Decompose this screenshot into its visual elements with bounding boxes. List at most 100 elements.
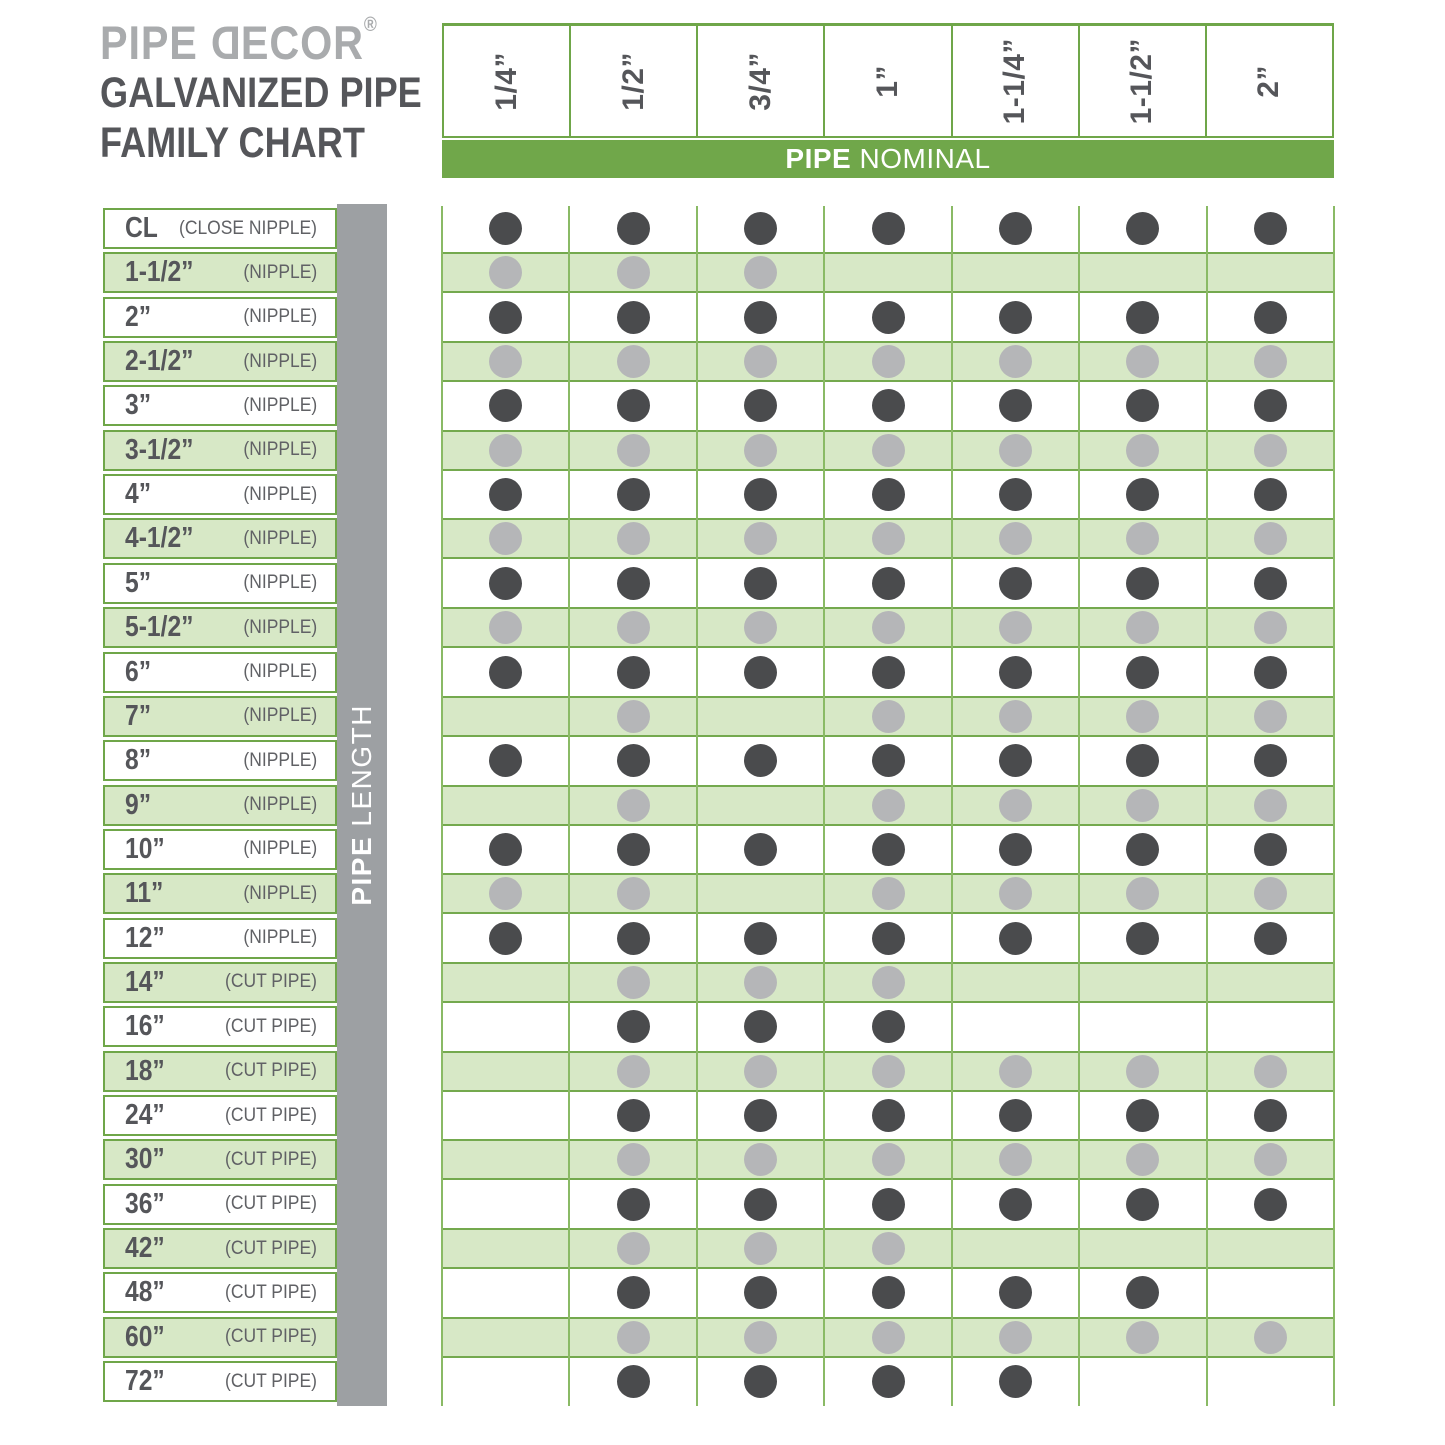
availability-dot (744, 256, 778, 290)
availability-dot (1126, 566, 1160, 600)
row-type-label: (CUT PIPE) (225, 971, 317, 993)
row-type-label: (NIPPLE) (243, 749, 317, 771)
availability-dot (998, 921, 1032, 955)
column-header-7: 2” (1204, 26, 1334, 136)
row-type-label: (NIPPLE) (243, 705, 317, 727)
logo-word-pipe: PIPE (100, 16, 211, 69)
row-type-label: (NIPPLE) (243, 261, 317, 283)
availability-dot (489, 522, 523, 556)
availability-dot (744, 1010, 778, 1044)
availability-dot (744, 522, 778, 556)
availability-dot (1126, 1099, 1160, 1132)
logo-mirrored-d: D (210, 16, 241, 69)
row-size-label: 3-1/2” (125, 433, 194, 466)
availability-dot (489, 877, 523, 911)
availability-dot (616, 300, 650, 334)
row-size-label: 3” (125, 389, 152, 422)
row-type-label: (NIPPLE) (243, 394, 317, 416)
availability-dot (998, 655, 1032, 689)
availability-dot (1126, 300, 1160, 334)
availability-dot (998, 433, 1032, 467)
availability-dot (1126, 1187, 1160, 1221)
row-label-2in: 2” (NIPPLE) (103, 296, 337, 338)
row-type-label: (NIPPLE) (243, 882, 317, 904)
availability-dot (871, 1099, 905, 1132)
availability-dot (489, 566, 523, 600)
availability-dot (1253, 1054, 1287, 1088)
row-size-label: 4” (125, 478, 152, 511)
row-size-label: 14” (125, 965, 165, 998)
row-label-CL: CL (CLOSE NIPPLE) (103, 208, 337, 249)
row-size-label: 5-1/2” (125, 611, 194, 644)
row-type-label: (NIPPLE) (243, 483, 317, 505)
availability-dot (1253, 788, 1287, 822)
availability-dot (998, 877, 1032, 911)
availability-dot (744, 611, 778, 645)
row-size-label: 2-1/2” (125, 345, 194, 378)
availability-dot (998, 522, 1032, 556)
row-size-label: 5” (125, 566, 152, 599)
availability-dot (1253, 212, 1287, 245)
availability-dot (871, 433, 905, 467)
availability-dot (616, 744, 650, 778)
availability-dot (489, 256, 523, 290)
availability-dot (871, 345, 905, 379)
availability-dot (744, 1365, 778, 1399)
availability-dot (744, 433, 778, 467)
row-type-label: (NIPPLE) (243, 838, 317, 860)
availability-dot (1253, 611, 1287, 645)
availability-dot (1126, 832, 1160, 866)
row-type-label: (CUT PIPE) (225, 1326, 317, 1348)
availability-dot (616, 1099, 650, 1132)
row-size-label: 11” (125, 877, 164, 910)
availability-dot (871, 699, 905, 733)
availability-dot (1126, 1276, 1160, 1310)
availability-dot (616, 212, 650, 245)
availability-dot (1126, 433, 1160, 467)
availability-dot (1253, 832, 1287, 866)
row-size-label: 36” (125, 1187, 165, 1220)
chart-title: GALVANIZED PIPE FAMILY CHART (100, 68, 422, 168)
availability-dot (489, 655, 523, 689)
availability-dot (616, 389, 650, 423)
availability-dot (871, 921, 905, 955)
row-type-label: (NIPPLE) (243, 527, 317, 549)
row-label-24in: 24” (CUT PIPE) (103, 1095, 337, 1136)
row-size-label: 42” (125, 1232, 165, 1265)
row-label-7in: 7” (NIPPLE) (103, 695, 337, 737)
row-label-9in: 9” (NIPPLE) (103, 784, 337, 826)
row-size-label: 2” (125, 300, 152, 333)
availability-dot (871, 788, 905, 822)
column-headers: 1/4” 1/2” 3/4” 1” 1-1/4” 1-1/2” 2” (442, 23, 1334, 138)
column-header-label: 1-1/2” (1125, 37, 1159, 125)
availability-dot (1253, 744, 1287, 778)
availability-dot (744, 1276, 778, 1310)
availability-dot (489, 389, 523, 423)
row-label-16in: 16” (CUT PIPE) (103, 1006, 337, 1048)
availability-dot (616, 256, 650, 290)
availability-dot (744, 832, 778, 866)
availability-dot (1253, 300, 1287, 334)
row-type-label: (NIPPLE) (243, 350, 317, 372)
availability-dot (616, 921, 650, 955)
availability-dot (1126, 478, 1160, 512)
availability-dot (744, 1232, 778, 1266)
column-header-1: 1/4” (442, 26, 570, 136)
row-type-label: (CUT PIPE) (225, 1148, 317, 1170)
pipe-length-label: PIPE LENGTH (346, 704, 377, 906)
column-header-label: 1” (870, 64, 904, 98)
row-type-label: (CUT PIPE) (225, 1015, 317, 1037)
availability-dot (616, 1010, 650, 1044)
availability-dot (1253, 522, 1287, 556)
availability-dot (998, 300, 1032, 334)
availability-dot (616, 1276, 650, 1310)
row-type-label: (CUT PIPE) (225, 1104, 317, 1126)
row-label-60in: 60” (CUT PIPE) (103, 1316, 337, 1358)
row-label-8in: 8” (NIPPLE) (103, 740, 337, 782)
row-type-label: (NIPPLE) (243, 306, 317, 328)
row-size-label: 16” (125, 1010, 165, 1043)
availability-dot (998, 611, 1032, 645)
availability-dot (998, 345, 1032, 379)
availability-dot (489, 832, 523, 866)
column-header-6: 1-1/2” (1077, 26, 1205, 136)
